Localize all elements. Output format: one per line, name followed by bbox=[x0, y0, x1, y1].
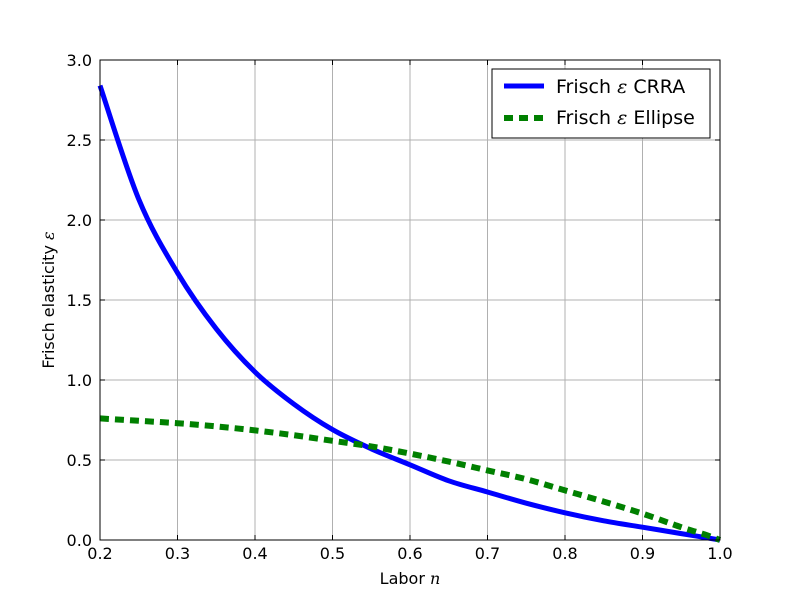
x-tick-label: 0.8 bbox=[552, 544, 577, 563]
x-tick-label: 0.2 bbox=[87, 544, 112, 563]
y-tick-label: 3.0 bbox=[67, 51, 92, 70]
x-axis-label: Labor n bbox=[380, 569, 441, 588]
legend: Frisch ε CRRA Frisch ε Ellipse bbox=[491, 68, 711, 139]
x-tick-label: 0.5 bbox=[320, 544, 345, 563]
x-tick-label: 1.0 bbox=[707, 544, 732, 563]
x-tick-label: 0.9 bbox=[630, 544, 655, 563]
series-line-ellipse bbox=[99, 415, 722, 543]
tick-labels: 0.2 0.3 0.4 0.5 0.6 0.7 0.8 0.9 1.0 0.0 0.5 1.0 1.5 2… bbox=[67, 51, 733, 563]
y-tick-label: 1.0 bbox=[67, 371, 92, 390]
y-tick-label: 1.5 bbox=[67, 291, 92, 310]
x-tick-label: 0.3 bbox=[165, 544, 190, 563]
y-tick-label: 0.5 bbox=[67, 451, 92, 470]
x-tick-label: 0.6 bbox=[397, 544, 422, 563]
ticks bbox=[99, 59, 721, 541]
y-tick-label: 2.5 bbox=[67, 131, 92, 150]
legend-entry-crra: Frisch ε CRRA bbox=[556, 76, 685, 98]
series-line-crra bbox=[97, 84, 721, 543]
series-group bbox=[97, 84, 722, 543]
y-axis-label: Frisch elasticity ε bbox=[39, 231, 58, 368]
legend-frame bbox=[491, 68, 711, 139]
legend-entry-ellipse: Frisch ε Ellipse bbox=[556, 107, 695, 129]
x-tick-label: 0.7 bbox=[475, 544, 500, 563]
y-tick-label: 2.0 bbox=[67, 211, 92, 230]
x-tick-label: 0.4 bbox=[242, 544, 267, 563]
y-tick-label: 0.0 bbox=[67, 531, 92, 550]
